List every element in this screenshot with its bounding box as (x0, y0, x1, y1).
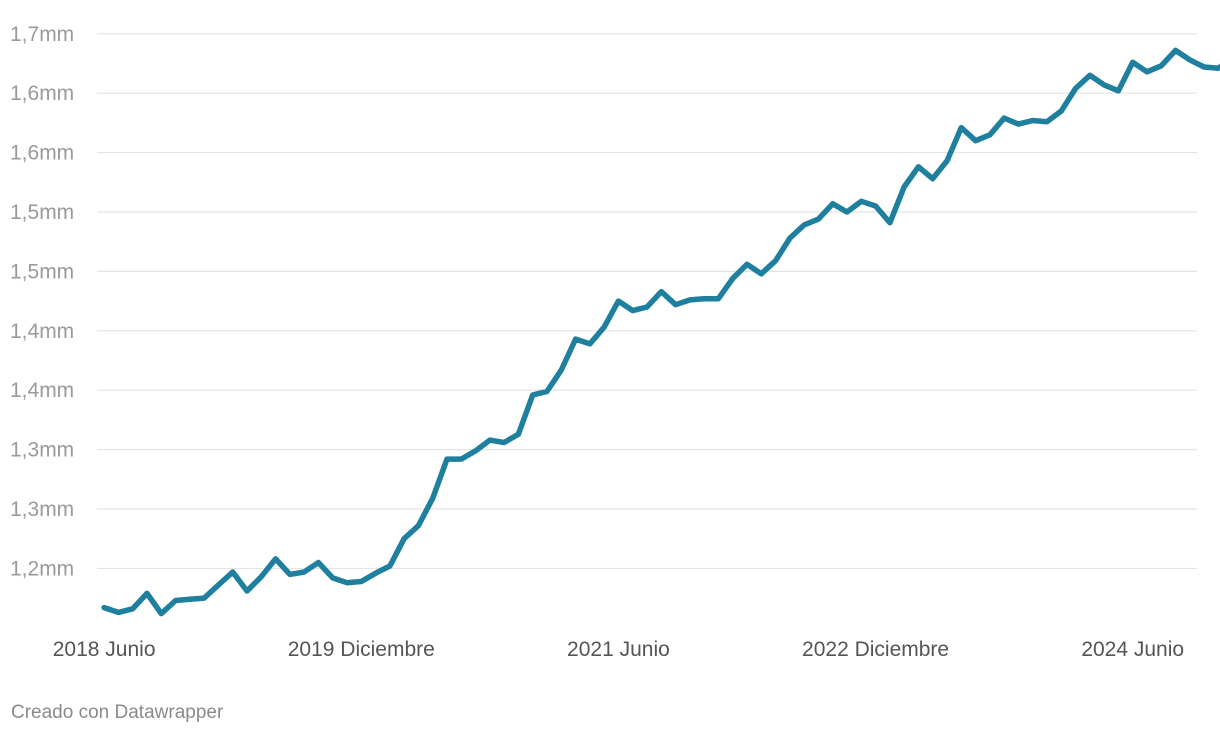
series-layer (101, 47, 1220, 617)
y-tick-label: 1,6mm (10, 82, 74, 105)
y-tick-label: 1,5mm (10, 260, 74, 283)
y-tick-label: 1,6mm (10, 142, 74, 165)
x-tick-label: 2018 Junio (53, 638, 156, 661)
gridlines (97, 33, 1197, 570)
x-tick-label: 2019 Diciembre (288, 638, 435, 661)
x-tick-label: 2021 Junio (567, 638, 670, 661)
y-tick-label: 1,2mm (10, 557, 74, 580)
y-tick-label: 1,4mm (10, 379, 74, 402)
x-axis-ticks: 2018 Junio 2019 Diciembre 2021 Junio 2022 D… (53, 638, 1184, 661)
line-chart: 1,7mm 1,6mm 1,6mm 1,5mm 1,5mm 1,4mm 1,4mm 1,3mm… (10, 23, 1220, 661)
series-line (101, 47, 1220, 617)
y-tick-label: 1,5mm (10, 201, 74, 224)
y-tick-label: 1,3mm (10, 439, 74, 462)
x-tick-label: 2022 Diciembre (802, 638, 949, 661)
y-tick-label: 1,3mm (10, 498, 74, 521)
y-tick-label: 1,4mm (10, 320, 74, 343)
credit-text: Creado con Datawrapper (11, 702, 224, 723)
y-axis-ticks: 1,7mm 1,6mm 1,6mm 1,5mm 1,5mm 1,4mm 1,4mm 1,3mm… (10, 23, 74, 581)
y-tick-label: 1,7mm (10, 23, 74, 46)
x-tick-label: 2024 Junio (1081, 638, 1184, 661)
